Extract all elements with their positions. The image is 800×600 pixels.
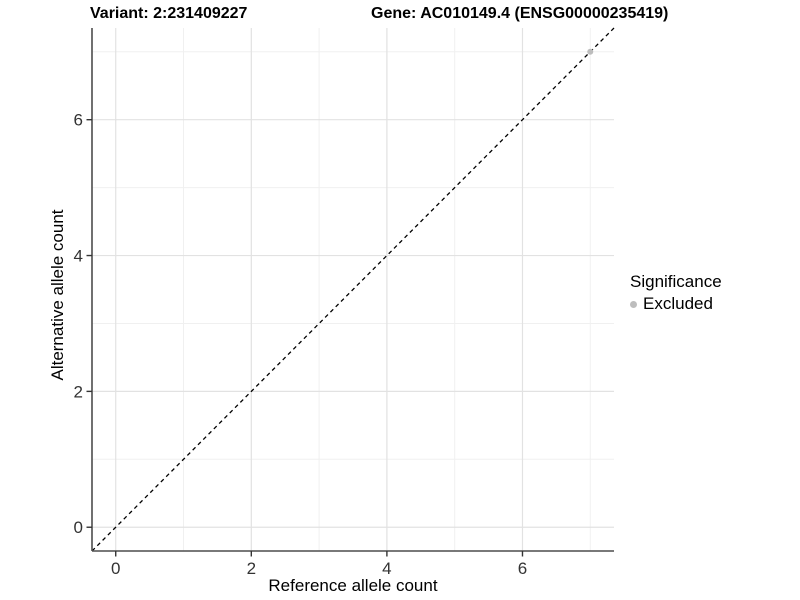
gene-title: Gene: AC010149.4 (ENSG00000235419) xyxy=(371,5,669,22)
legend-title: Significance xyxy=(630,272,722,291)
y-tick-label: 6 xyxy=(74,111,83,130)
variant-title: Variant: 2:231409227 xyxy=(90,5,248,22)
excluded-point-icon xyxy=(630,300,637,308)
x-tick-label: 6 xyxy=(518,559,527,578)
y-axis-title: Alternative allele count xyxy=(48,209,67,381)
identity-dashed-line xyxy=(91,27,615,552)
legend-item-excluded: Excluded xyxy=(630,294,722,314)
y-tick-label: 2 xyxy=(74,382,83,401)
x-tick-label: 4 xyxy=(382,559,391,578)
x-tick-label: 2 xyxy=(247,559,256,578)
legend-item-label: Excluded xyxy=(643,294,713,313)
legend: Significance Excluded xyxy=(630,272,722,314)
y-tick-label: 0 xyxy=(74,518,83,537)
x-axis-title: Reference allele count xyxy=(268,576,438,595)
y-tick-label: 4 xyxy=(74,247,83,266)
data-point-excluded xyxy=(587,48,594,55)
x-tick-label: 0 xyxy=(111,559,120,578)
